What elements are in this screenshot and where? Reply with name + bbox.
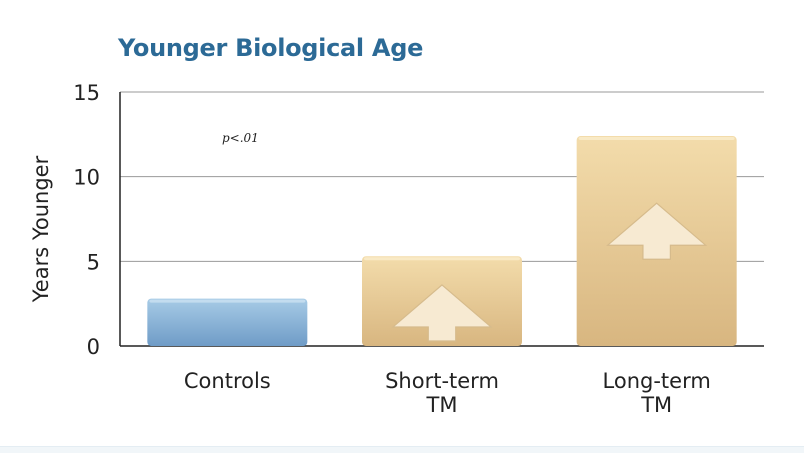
y-tick-label: 0	[87, 335, 100, 359]
bar	[147, 298, 308, 346]
bar-highlight	[578, 137, 735, 141]
bottom-divider	[0, 446, 804, 453]
up-arrow-icon	[606, 202, 708, 260]
chart-title: Younger Biological Age	[118, 34, 424, 62]
up-arrow-icon	[391, 284, 493, 342]
x-tick-label: Long-term	[603, 369, 711, 393]
y-tick-label: 10	[73, 166, 100, 190]
y-tick-label: 15	[73, 81, 100, 105]
x-tick-label: TM	[426, 393, 458, 417]
x-tick-label: Controls	[184, 369, 271, 393]
y-axis-label: Years Younger	[29, 155, 53, 303]
y-tick-label: 5	[87, 250, 100, 274]
significance-annotation: p<.01	[222, 131, 259, 145]
x-tick-label: TM	[640, 393, 672, 417]
bar-highlight	[364, 257, 520, 261]
x-tick-label: Short-term	[385, 369, 499, 393]
bar-highlight	[149, 299, 306, 303]
